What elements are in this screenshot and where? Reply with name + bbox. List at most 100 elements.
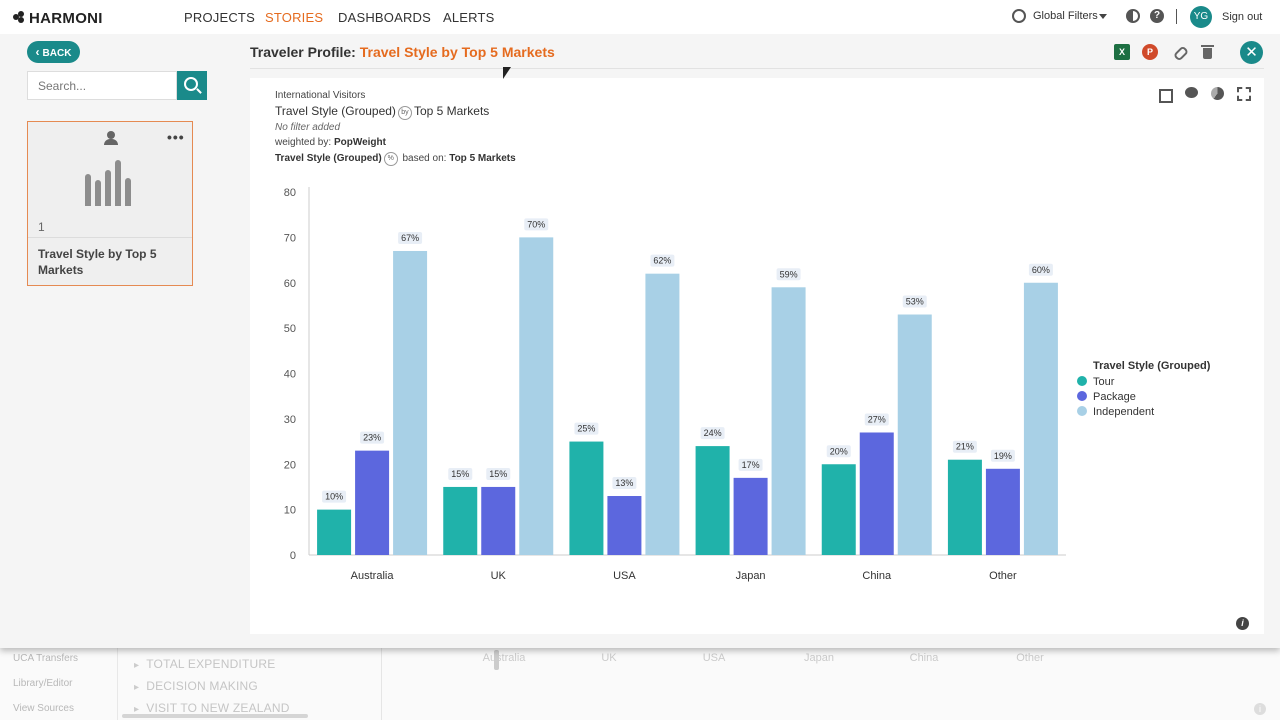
y-tick-label: 30	[284, 414, 296, 426]
legend-swatch[interactable]	[1077, 376, 1087, 386]
excel-export-icon[interactable]: X	[1114, 44, 1130, 60]
mouse-cursor-icon	[503, 67, 511, 79]
data-label-bg	[1028, 263, 1053, 276]
data-label-bg	[864, 413, 889, 426]
story-page-card[interactable]: ••• 1 Travel Style by Top 5 Markets	[27, 121, 193, 286]
bar[interactable]	[645, 273, 680, 555]
contrast-icon[interactable]	[1126, 9, 1140, 23]
data-label-bg	[322, 490, 347, 503]
back-button[interactable]: BACK	[27, 41, 80, 63]
bar[interactable]	[733, 477, 768, 555]
y-tick-label: 80	[284, 187, 296, 199]
card-divider	[28, 237, 192, 238]
bg-tree-item[interactable]: VISIT TO NEW ZEALAND	[134, 701, 290, 715]
chart-title-right: Top 5 Markets	[413, 104, 490, 118]
bar[interactable]	[393, 250, 428, 556]
nav-projects[interactable]: PROJECTS	[184, 10, 255, 25]
bar[interactable]	[481, 486, 516, 555]
bar[interactable]	[985, 468, 1020, 555]
bg-menu-item[interactable]: Library/Editor	[13, 678, 73, 689]
bar[interactable]	[821, 464, 856, 555]
comment-icon[interactable]	[1184, 86, 1198, 100]
user-avatar[interactable]: YG	[1190, 6, 1212, 28]
open-external-icon[interactable]	[1158, 86, 1173, 103]
data-label-bg	[612, 477, 637, 490]
bar[interactable]	[947, 459, 982, 555]
bar[interactable]	[443, 486, 478, 555]
fullscreen-icon[interactable]	[1236, 86, 1251, 101]
bg-vertical-scrollbar[interactable]	[494, 650, 499, 670]
page-title-label: Travel Style by Top 5 Markets	[38, 247, 157, 277]
bar[interactable]	[317, 509, 352, 555]
bar[interactable]	[1023, 282, 1058, 555]
link-icon[interactable]	[1172, 44, 1188, 60]
bg-horizontal-scrollbar[interactable]	[122, 714, 308, 718]
help-icon[interactable]: ?	[1150, 9, 1164, 23]
data-label: 23%	[363, 433, 381, 443]
info-icon[interactable]: i	[1236, 617, 1249, 630]
search-button[interactable]	[177, 71, 207, 100]
y-tick-label: 0	[290, 550, 296, 562]
weighted-value: PopWeight	[333, 137, 386, 148]
search-input[interactable]	[27, 71, 177, 100]
legend-item[interactable]: Tour	[1093, 376, 1115, 388]
data-label-bg	[826, 445, 851, 458]
nav-alerts[interactable]: ALERTS	[443, 10, 495, 25]
legend-swatch[interactable]	[1077, 391, 1087, 401]
bar[interactable]	[355, 450, 390, 555]
chart-svg: 0 10 20 30 40 50 60 70 80 10% 23% 67% Australia 15% 15…	[284, 187, 1211, 582]
bar[interactable]	[569, 441, 604, 555]
data-label-bg	[990, 449, 1015, 462]
page-number: 1	[38, 220, 45, 234]
bg-tree-item[interactable]: DECISION MAKING	[134, 679, 258, 693]
bg-menu-item[interactable]: View Sources	[13, 703, 74, 714]
bg-info-icon[interactable]: i	[1254, 703, 1266, 715]
x-category-label: Other	[989, 570, 1017, 582]
bar[interactable]	[897, 314, 932, 555]
weighted-by: weighted by: PopWeight	[275, 137, 386, 148]
bar[interactable]	[695, 446, 730, 555]
data-label-bg	[524, 218, 549, 231]
data-label-bg	[952, 440, 977, 453]
legend-item[interactable]: Independent	[1093, 406, 1154, 418]
base-info: Travel Style (Grouped)% based on: Top 5 …	[275, 152, 516, 166]
harmoni-logo[interactable]: HARMONI	[13, 10, 103, 27]
data-label-bg	[650, 254, 675, 267]
data-label-bg	[776, 268, 801, 281]
bg-category: Other	[1016, 652, 1044, 664]
bar[interactable]	[607, 496, 642, 555]
powerpoint-export-icon[interactable]: P	[1142, 44, 1158, 60]
chart-type-icon[interactable]	[1210, 86, 1224, 100]
sign-out-link[interactable]: Sign out	[1222, 11, 1263, 23]
weighted-prefix: weighted by:	[275, 137, 332, 148]
legend-item[interactable]: Package	[1093, 391, 1136, 403]
data-label: 62%	[653, 256, 671, 266]
globe-icon[interactable]	[1012, 9, 1026, 23]
data-label-bg	[738, 458, 763, 471]
x-category-label: Australia	[351, 570, 395, 582]
x-category-label: USA	[613, 570, 636, 582]
person-icon[interactable]	[104, 131, 118, 145]
data-label-bg	[360, 431, 385, 444]
bg-tree-item[interactable]: TOTAL EXPENDITURE	[134, 657, 275, 671]
more-options-icon[interactable]: •••	[167, 129, 185, 145]
data-label-bg	[486, 467, 511, 480]
bar[interactable]	[859, 432, 894, 555]
chevron-down-icon[interactable]	[1099, 14, 1107, 19]
trash-icon[interactable]	[1200, 44, 1216, 60]
nav-stories[interactable]: STORIES	[265, 10, 324, 25]
close-button[interactable]: ✕	[1240, 41, 1263, 64]
bg-menu-item[interactable]: UCA Transfers	[13, 653, 79, 664]
bar[interactable]	[771, 287, 806, 555]
data-label: 70%	[527, 219, 545, 229]
data-label: 27%	[868, 414, 886, 424]
data-label-bg	[398, 231, 423, 244]
data-label: 15%	[451, 469, 469, 479]
bar[interactable]	[519, 237, 554, 555]
base-left: Travel Style (Grouped)	[275, 153, 382, 164]
legend-swatch[interactable]	[1077, 406, 1087, 416]
nav-dashboards[interactable]: DASHBOARDS	[338, 10, 432, 25]
data-label-bg	[448, 467, 473, 480]
chart-title: Travel Style (Grouped) by Top 5 Markets	[275, 104, 489, 120]
global-filters-dropdown[interactable]: Global Filters	[1033, 10, 1098, 22]
